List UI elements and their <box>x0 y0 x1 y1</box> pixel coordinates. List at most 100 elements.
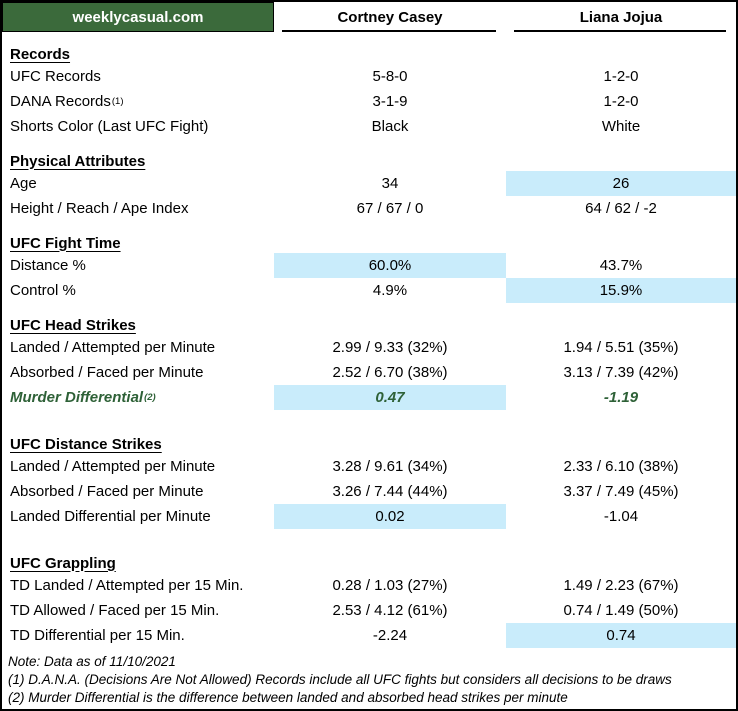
row-label-text: Landed Differential per Minute <box>10 508 211 525</box>
stat-cell: White <box>601 118 641 135</box>
table-row: TD Differential per 15 Min. -2.24 0.74 <box>2 623 736 648</box>
table-row: Absorbed / Faced per Minute 2.52 / 6.70 (… <box>2 360 736 385</box>
row-label-text: Height / Reach / Ape Index <box>10 200 189 217</box>
fighter-name-left: Cortney Casey <box>337 8 443 26</box>
table-row: Shorts Color (Last UFC Fight) Black White <box>2 114 736 139</box>
stat-cell: 3.37 / 7.49 (45%) <box>563 483 679 500</box>
stat-cell: -1.19 <box>603 389 639 406</box>
stat-cell: 64 / 62 / -2 <box>585 200 657 217</box>
table-row: Control % 4.9% 15.9% <box>2 278 736 303</box>
row-label: Shorts Color (Last UFC Fight) <box>2 114 274 139</box>
stat-cell: 2.33 / 6.10 (38%) <box>563 458 679 475</box>
table-body: Records UFC Records 5-8-0 1-2-0 DANA Records… <box>2 44 736 648</box>
row-label-text: Absorbed / Faced per Minute <box>10 364 204 381</box>
row-label: Landed / Attempted per Minute <box>2 454 274 479</box>
row-label-text: TD Differential per 15 Min. <box>10 627 185 644</box>
note-line: Note: Data as of 11/10/2021 <box>8 654 176 669</box>
stat-cell: 43.7% <box>599 257 643 274</box>
row-label-text: Age <box>10 175 37 192</box>
row-label: Absorbed / Faced per Minute <box>2 479 274 504</box>
row-label-text: Shorts Color (Last UFC Fight) <box>10 118 209 135</box>
fighter-column-header-right: Liana Jojua <box>506 2 736 32</box>
section-0: Records UFC Records 5-8-0 1-2-0 DANA Records… <box>2 44 736 139</box>
row-label: Age <box>2 171 274 196</box>
row-label: DANA Records (1) <box>10 93 124 110</box>
table-row: Height / Reach / Ape Index 67 / 67 / 0 64 … <box>2 196 736 221</box>
stat-cell: 3.26 / 7.44 (44%) <box>332 483 448 500</box>
header-underline-left <box>282 30 496 32</box>
table-row: Age 34 26 <box>2 171 736 196</box>
table-row: Distance % 60.0% 43.7% <box>2 253 736 278</box>
note-line: (1) D.A.N.A. (Decisions Are Not Allowed)… <box>8 672 672 687</box>
table-header: weeklycasual.com Cortney Casey Liana Joj… <box>2 2 736 32</box>
section-5: UFC Grappling TD Landed / Attempted per 1… <box>2 553 736 648</box>
table-row: Landed / Attempted per Minute 2.99 / 9.33… <box>2 335 736 360</box>
section-title: Physical Attributes <box>10 152 146 170</box>
table-row: TD Allowed / Faced per 15 Min. 2.53 / 4.1… <box>2 598 736 623</box>
row-label: Absorbed / Faced per Minute <box>2 360 274 385</box>
stat-cell: 2.53 / 4.12 (61%) <box>332 602 448 619</box>
section-4: UFC Distance Strikes Landed / Attempted p… <box>2 434 736 529</box>
stat-cell: Black <box>371 118 409 135</box>
stat-cell: 2.52 / 6.70 (38%) <box>332 364 448 381</box>
stat-cell: 3.13 / 7.39 (42%) <box>563 364 679 381</box>
stat-cell: 0.74 / 1.49 (50%) <box>563 602 679 619</box>
row-label: TD Landed / Attempted per 15 Min. <box>2 573 274 598</box>
stat-cell: 67 / 67 / 0 <box>356 200 424 217</box>
section-1: Physical Attributes Age 34 26 Height / Reach… <box>2 151 736 221</box>
stat-cell: -1.04 <box>603 508 639 525</box>
note-line: (2) Murder Differential is the differenc… <box>8 690 568 705</box>
row-label: Height / Reach / Ape Index <box>2 196 274 221</box>
stat-cell: 1.49 / 2.23 (67%) <box>563 577 679 594</box>
row-label-text: DANA Records <box>10 93 111 110</box>
footnotes: Note: Data as of 11/10/2021 (1) D.A.N.A. … <box>2 653 736 707</box>
header-underline-right <box>514 30 726 32</box>
table-row: DANA Records (1) 3-1-9 1-2-0 <box>2 89 736 114</box>
stat-cell: 0.74 <box>506 623 736 648</box>
row-label-text: Control % <box>10 282 76 299</box>
section-title: UFC Distance Strikes <box>10 435 162 453</box>
section-title-row: UFC Head Strikes <box>2 315 736 335</box>
section-title: UFC Grappling <box>10 554 116 572</box>
stat-cell: 1.94 / 5.51 (35%) <box>563 339 679 356</box>
stat-cell: 1-2-0 <box>603 68 639 85</box>
table-row: UFC Records 5-8-0 1-2-0 <box>2 64 736 89</box>
row-label-text: Landed / Attempted per Minute <box>10 339 216 356</box>
row-label: Landed / Attempted per Minute <box>2 335 274 360</box>
row-label: Murder Differential (2) <box>10 389 156 406</box>
row-label-text: Landed / Attempted per Minute <box>10 458 216 475</box>
stat-cell: 1-2-0 <box>603 93 639 110</box>
row-label: Landed Differential per Minute <box>2 504 274 529</box>
table-row: Landed Differential per Minute 0.02 -1.04 <box>2 504 736 529</box>
row-label-text: UFC Records <box>10 68 101 85</box>
stat-cell: 2.99 / 9.33 (32%) <box>332 339 448 356</box>
table-row: Absorbed / Faced per Minute 3.26 / 7.44 (… <box>2 479 736 504</box>
stat-cell: 5-8-0 <box>372 68 408 85</box>
section-2: UFC Fight Time Distance % 60.0% 43.7% Contro… <box>2 233 736 303</box>
brand-site-label: weeklycasual.com <box>72 8 204 26</box>
row-label: UFC Records <box>2 64 274 89</box>
stat-cell: 3-1-9 <box>372 93 408 110</box>
table-row: TD Landed / Attempted per 15 Min. 0.28 / … <box>2 573 736 598</box>
row-label: Control % <box>2 278 274 303</box>
stat-cell: 26 <box>506 171 736 196</box>
section-title: UFC Fight Time <box>10 234 121 252</box>
section-title-row: Records <box>2 44 736 64</box>
stat-cell: 0.47 <box>274 385 506 410</box>
row-label-text: TD Landed / Attempted per 15 Min. <box>10 577 244 594</box>
section-title: Records <box>10 45 71 63</box>
stat-cell: 0.28 / 1.03 (27%) <box>332 577 448 594</box>
row-label: TD Allowed / Faced per 15 Min. <box>2 598 274 623</box>
table-row: Landed / Attempted per Minute 3.28 / 9.61… <box>2 454 736 479</box>
table-row: Murder Differential (2) 0.47 -1.19 <box>2 385 736 410</box>
row-label: Distance % <box>2 253 274 278</box>
section-title-row: UFC Distance Strikes <box>2 434 736 454</box>
stat-cell: 4.9% <box>372 282 408 299</box>
section-title: UFC Head Strikes <box>10 316 136 334</box>
stat-cell: 3.28 / 9.61 (34%) <box>332 458 448 475</box>
stat-cell: -2.24 <box>372 627 408 644</box>
section-3: UFC Head Strikes Landed / Attempted per M… <box>2 315 736 410</box>
fighter-column-header-left: Cortney Casey <box>274 2 506 32</box>
row-label-text: Absorbed / Faced per Minute <box>10 483 204 500</box>
section-title-row: UFC Fight Time <box>2 233 736 253</box>
